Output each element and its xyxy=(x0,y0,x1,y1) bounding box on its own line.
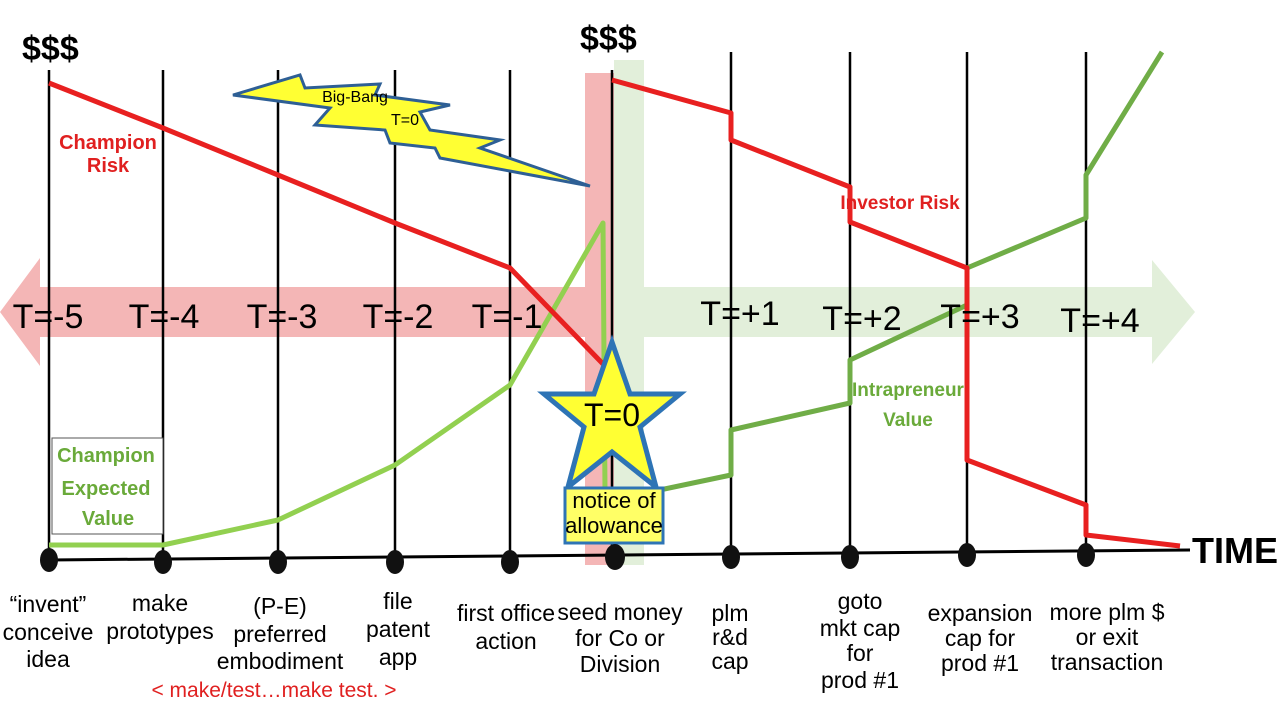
milestone-caption: more plm $ xyxy=(1049,599,1164,625)
milestone-caption: action xyxy=(475,628,536,654)
milestone-dot xyxy=(40,548,58,572)
funding-green-band xyxy=(614,60,644,565)
champion-risk-line xyxy=(48,80,605,366)
milestone-caption: “invent” xyxy=(10,591,87,617)
milestone-caption: prod #1 xyxy=(941,650,1019,676)
milestone-caption: first office xyxy=(457,600,555,626)
big-bang-label: Big-Bang xyxy=(322,89,388,106)
champion-value-label-3: Value xyxy=(82,508,134,530)
currency-label-center: $$$ xyxy=(580,20,637,58)
milestone-caption: plm xyxy=(711,600,748,626)
time-step-label: T=-5 xyxy=(13,298,84,336)
intrapreneur-value-line xyxy=(611,50,1165,503)
milestone-caption: expansion xyxy=(928,600,1033,626)
milestone-caption: prototypes xyxy=(106,618,213,644)
milestone-dot xyxy=(1077,543,1095,567)
champion-value-box xyxy=(51,437,164,535)
milestone-dot xyxy=(386,550,404,574)
milestone-caption: conceive xyxy=(3,619,94,645)
milestone-caption: file xyxy=(383,588,412,614)
milestone-captions: “invent” conceive idea make prototypes (… xyxy=(3,588,1165,693)
notice-of-allowance-box xyxy=(563,486,665,545)
milestone-caption: cap for xyxy=(945,625,1016,651)
milestone-caption: goto xyxy=(838,588,883,614)
champion-value-label-1: Champion xyxy=(57,445,155,467)
time-step-label: T=-4 xyxy=(129,298,200,336)
milestone-caption: mkt cap xyxy=(820,615,901,641)
post-funding-arrow xyxy=(640,260,1195,364)
star-label: T=0 xyxy=(584,397,640,433)
investor-risk-label: Investor Risk xyxy=(840,193,960,214)
investor-risk-line xyxy=(611,77,1181,549)
milestone-dot xyxy=(722,545,740,569)
milestone-caption: preferred xyxy=(233,621,326,647)
milestone-caption: transaction xyxy=(1051,649,1164,675)
milestone-caption: r&d xyxy=(712,624,748,650)
currency-label-left: $$$ xyxy=(22,30,79,68)
time-step-label: T=-2 xyxy=(363,298,434,336)
milestone-caption: Division xyxy=(580,651,661,677)
milestone-dot xyxy=(501,550,519,574)
t-zero-star-icon xyxy=(537,334,687,494)
milestone-caption: (P-E) xyxy=(253,593,307,619)
time-step-label: T=-3 xyxy=(247,298,318,336)
intrapreneur-value-label-2: Value xyxy=(883,410,933,431)
milestone-caption: seed money xyxy=(557,599,683,625)
milestone-caption: embodiment xyxy=(217,648,344,674)
time-step-label: T=+1 xyxy=(700,295,779,333)
milestone-caption: patent xyxy=(366,616,431,642)
time-step-label: T=-1 xyxy=(472,298,543,336)
milestone-caption: make xyxy=(132,590,188,616)
milestone-caption: idea xyxy=(26,646,70,672)
milestone-caption: app xyxy=(379,644,417,670)
iterate-note: < make/test…make test. > xyxy=(151,679,396,702)
milestone-dot xyxy=(605,544,625,570)
champion-expected-value-line xyxy=(49,220,608,548)
milestone-caption: for xyxy=(847,640,874,666)
time-step-labels: T=-5 T=-4 T=-3 T=-2 T=-1 T=+1 T=+2 T=+3 … xyxy=(13,295,1140,340)
notice-line-2: allowance xyxy=(565,513,663,538)
milestone-dot xyxy=(269,550,287,574)
milestone-caption: prod #1 xyxy=(821,667,899,693)
milestone-caption: for Co or xyxy=(575,625,665,651)
champion-risk-label-2: Risk xyxy=(87,155,130,177)
big-bang-time: T=0 xyxy=(391,112,419,129)
funding-pink-band xyxy=(585,73,615,565)
time-axis-title: TIME xyxy=(1192,530,1278,571)
pre-funding-arrow xyxy=(0,258,612,366)
notice-line-1: notice of xyxy=(572,488,656,513)
champion-value-label-2: Expected xyxy=(62,478,151,500)
time-step-label: T=+3 xyxy=(940,298,1019,336)
milestone-dots xyxy=(40,543,1095,574)
milestone-caption: or exit xyxy=(1076,624,1139,650)
milestone-dot xyxy=(841,545,859,569)
milestone-caption: cap xyxy=(711,648,748,674)
intrapreneur-value-label-1: Intrapreneur xyxy=(852,380,965,401)
champion-risk-label-1: Champion xyxy=(59,132,157,154)
milestone-dot xyxy=(154,550,172,574)
milestone-dot xyxy=(958,543,976,567)
big-bang-lightning-icon xyxy=(232,73,591,188)
time-step-label: T=+2 xyxy=(822,300,901,338)
time-step-label: T=+4 xyxy=(1060,302,1139,340)
